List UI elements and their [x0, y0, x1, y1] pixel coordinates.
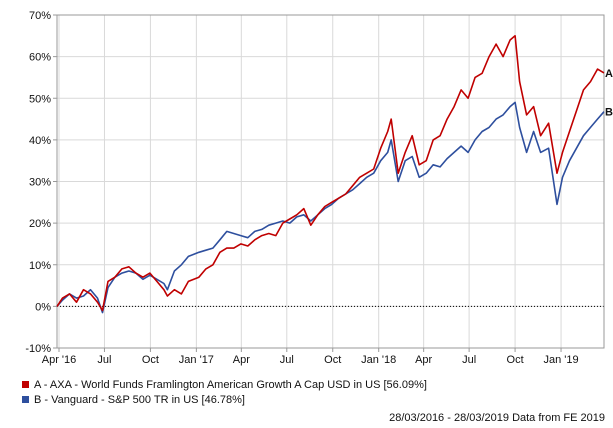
series: [56, 35, 605, 314]
series-end-labels: AB: [605, 68, 613, 119]
y-tick-label: 20%: [29, 218, 51, 230]
x-tick-label: Oct: [507, 354, 524, 366]
x-tick-label: Oct: [324, 354, 341, 366]
y-tick-label: 30%: [29, 177, 51, 189]
y-tick-label: -10%: [25, 343, 51, 355]
y-tick-label: 10%: [29, 260, 51, 272]
series-line-a: [56, 35, 605, 312]
chart-footer: 28/03/2016 - 28/03/2019 Data from FE 201…: [389, 412, 605, 424]
legend-item-a[interactable]: A - AXA - World Funds Framlington Americ…: [22, 377, 427, 392]
x-tick-label: Jan '18: [361, 354, 396, 366]
series-line-b: [56, 101, 605, 314]
x-tick-label: Jan '19: [543, 354, 578, 366]
legend-label-b: B - Vanguard - S&P 500 TR in US [46.78%]: [34, 393, 245, 406]
legend: A - AXA - World Funds Framlington Americ…: [22, 377, 427, 407]
y-axis: -10% 0% 10% 20% 30% 40% 50% 60% 70%: [25, 10, 57, 355]
x-tick-label: Apr: [415, 354, 432, 366]
series-end-label-b: B: [605, 107, 613, 119]
legend-label-a: A - AXA - World Funds Framlington Americ…: [34, 378, 427, 391]
legend-swatch-a: [22, 381, 29, 388]
x-tick-label: Jul: [462, 354, 476, 366]
y-tick-label: 70%: [29, 10, 51, 22]
y-tick-label: 0%: [35, 301, 51, 313]
x-tick-label: Apr '16: [42, 354, 77, 366]
grid: [57, 14, 604, 349]
x-axis: Apr '16 Jul Oct Jan '17 Apr Jul Oct Jan '18 Apr J…: [42, 348, 579, 366]
y-tick-label: 50%: [29, 93, 51, 105]
y-tick-label: 60%: [29, 52, 51, 64]
x-tick-label: Jan '17: [179, 354, 214, 366]
x-tick-label: Apr: [233, 354, 250, 366]
series-end-label-a: A: [605, 68, 613, 80]
legend-item-b[interactable]: B - Vanguard - S&P 500 TR in US [46.78%]: [22, 392, 427, 407]
legend-swatch-b: [22, 396, 29, 403]
x-tick-label: Jul: [280, 354, 294, 366]
x-tick-label: Jul: [97, 354, 111, 366]
x-tick-label: Oct: [142, 354, 159, 366]
y-tick-label: 40%: [29, 135, 51, 147]
